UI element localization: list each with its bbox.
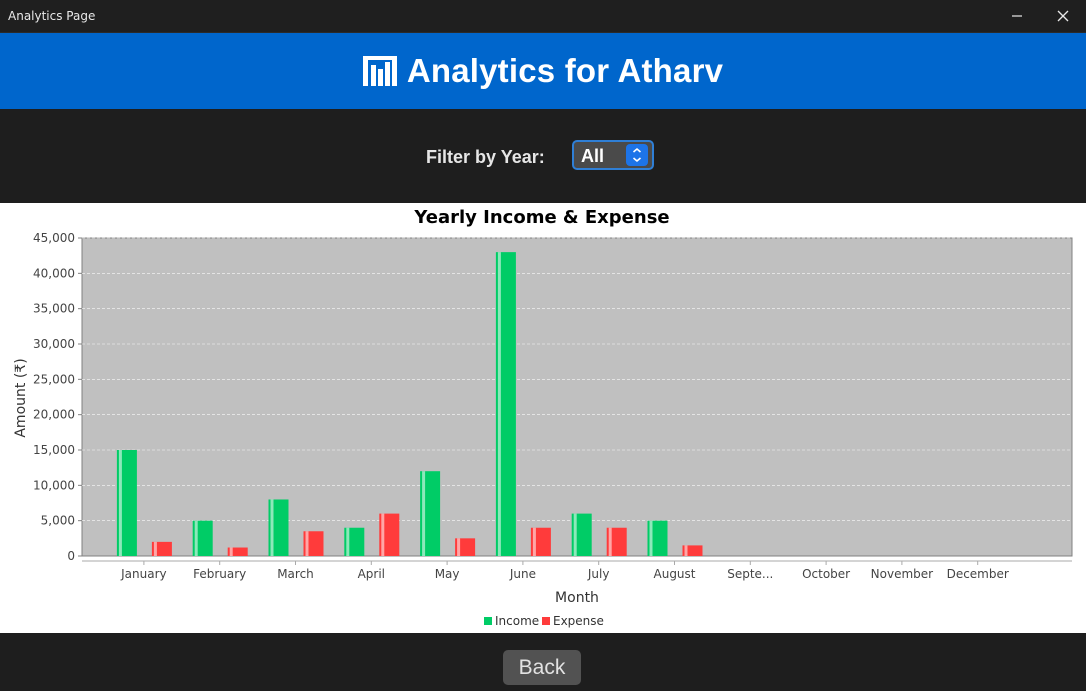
year-filter-value: All [581, 146, 605, 166]
income-bar-highlight [118, 450, 122, 556]
expense-bar [682, 545, 703, 556]
y-tick-label: 15,000 [33, 443, 75, 457]
chart-title: Yearly Income & Expense [413, 207, 669, 228]
income-bar-highlight [270, 499, 274, 556]
x-tick-label: October [802, 567, 850, 581]
x-tick-label: November [871, 567, 933, 581]
y-tick-label: 5,000 [41, 514, 75, 528]
minimize-icon [1012, 15, 1022, 17]
y-axis-label: Amount (₹) [13, 358, 29, 437]
income-bar-highlight [649, 520, 653, 556]
x-tick-label: February [193, 567, 246, 581]
footer-bar: Back [0, 633, 1086, 691]
page-header: Analytics for Atharv [0, 33, 1086, 109]
legend-swatch-income [484, 617, 492, 625]
income-bar-highlight [422, 471, 426, 556]
y-tick-label: 0 [67, 549, 75, 563]
x-tick-label: Septe... [727, 567, 773, 581]
income-expense-chart: Yearly Income & Expense 0 5,000 10,000 15,00… [13, 207, 1073, 628]
back-button[interactable]: Back [503, 650, 581, 685]
x-tick-label: March [277, 567, 314, 581]
chart-panel: Yearly Income & Expense 0 5,000 10,000 15,00… [0, 203, 1086, 633]
income-bar-highlight [497, 252, 501, 556]
x-tick-label: April [358, 567, 385, 581]
expense-bar [227, 547, 248, 556]
x-tick-label: June [509, 567, 536, 581]
x-axis-label: Month [555, 590, 599, 606]
expense-bar-highlight [381, 513, 385, 556]
select-arrows-icon [626, 144, 648, 166]
x-tick-label: July [587, 567, 610, 581]
legend-label-expense: Expense [553, 614, 604, 628]
bar-chart-icon [362, 56, 397, 86]
plot-area [81, 237, 1073, 557]
expense-bar-highlight [305, 531, 309, 556]
expense-bar-highlight [608, 527, 612, 556]
window-title: Analytics Page [8, 9, 96, 23]
y-tick-label: 10,000 [33, 478, 75, 492]
close-icon [1057, 10, 1069, 22]
y-tick-label: 20,000 [33, 408, 75, 422]
year-filter-select[interactable]: All [572, 140, 654, 170]
page-title: Analytics for Atharv [406, 52, 724, 89]
year-filter-label: Filter by Year: [426, 147, 545, 167]
income-bar-highlight [346, 527, 350, 556]
expense-bar-highlight [229, 547, 233, 556]
x-tick-label: December [947, 567, 1009, 581]
income-bar-highlight [573, 513, 577, 556]
y-tick-label: 30,000 [33, 337, 75, 351]
x-tick-label: August [654, 567, 696, 581]
minimize-button[interactable] [994, 0, 1040, 32]
x-tick-label: January [120, 567, 167, 581]
legend-label-income: Income [495, 614, 539, 628]
x-tick-label: May [435, 567, 460, 581]
y-tick-label: 35,000 [33, 302, 75, 316]
close-button[interactable] [1040, 0, 1086, 32]
income-bar-highlight [194, 520, 198, 556]
window-titlebar: Analytics Page [0, 0, 1086, 33]
y-tick-label: 45,000 [33, 231, 75, 245]
filter-bar: Filter by Year: All [0, 109, 1086, 203]
y-tick-label: 40,000 [33, 266, 75, 280]
legend-swatch-expense [542, 617, 550, 625]
expense-bar-highlight [153, 541, 157, 556]
y-tick-label: 25,000 [33, 372, 75, 386]
expense-bar-highlight [684, 545, 688, 556]
expense-bar-highlight [457, 538, 461, 556]
expense-bar-highlight [532, 527, 536, 556]
